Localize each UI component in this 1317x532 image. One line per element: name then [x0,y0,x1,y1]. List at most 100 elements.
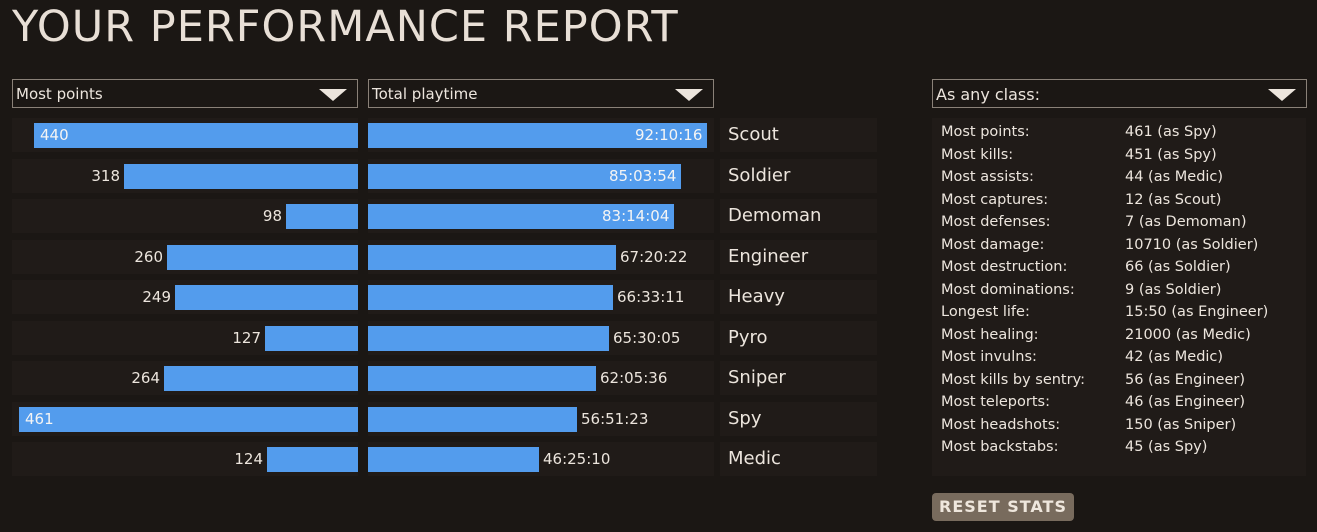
class-name-cell: Scout [720,118,877,152]
class-row: 260 67:20:22 Engineer [12,239,877,274]
stat-row: Most kills: 451 (as Spy) [941,147,1301,169]
stat-row: Most points: 461 (as Spy) [941,124,1301,146]
points-cell: 318 [12,158,358,193]
playtime-bar [368,325,609,351]
points-cell: 461 [12,401,358,436]
points-bar [167,244,358,270]
points-bar [124,163,358,189]
points-cell: 440 [12,118,358,152]
playtime-cell: 66:33:11 [368,280,714,314]
chevron-down-icon [1268,89,1296,101]
playtime-value: 66:33:11 [617,288,685,306]
class-name-cell: Demoman [720,199,877,233]
class-row: 264 62:05:36 Sniper [12,361,877,395]
best-stats-panel: Most points: 461 (as Spy) Most kills: 451 (… [932,118,1306,476]
playtime-metric-dropdown-label: Total playtime [372,85,478,103]
points-value: 124 [234,450,263,468]
playtime-value: 46:25:10 [543,450,611,468]
class-name-cell: Pyro [720,320,877,355]
stat-label: Most teleports: [941,394,1050,410]
points-value: 440 [40,126,69,144]
points-metric-dropdown-label: Most points [16,85,103,103]
class-name: Engineer [728,245,809,267]
stat-row: Longest life: 15:50 (as Engineer) [941,304,1301,326]
playtime-metric-dropdown[interactable]: Total playtime [368,79,714,108]
points-value: 461 [25,409,54,428]
points-cell: 264 [12,361,358,395]
class-name: Heavy [728,286,785,307]
stat-row: Most kills by sentry: 56 (as Engineer) [941,372,1301,394]
stat-row: Most invulns: 42 (as Medic) [941,349,1301,371]
points-metric-dropdown[interactable]: Most points [12,79,358,108]
stat-label: Most assists: [941,169,1034,185]
class-row: 440 92:10:16 Scout [12,118,877,152]
chevron-down-icon [319,89,347,101]
playtime-cell: 92:10:16 [368,118,714,152]
points-bar [19,406,358,432]
stat-value: 10710 (as Soldier) [1125,236,1259,253]
points-cell: 260 [12,239,358,274]
points-value: 249 [142,288,171,306]
points-cell: 124 [12,442,358,476]
playtime-bar [368,447,539,472]
reset-stats-button[interactable]: RESET STATS [932,493,1074,521]
stat-value: 56 (as Engineer) [1125,371,1246,388]
class-name: Sniper [728,367,786,388]
class-row: 318 85:03:54 Soldier [12,158,877,193]
stat-row: Most captures: 12 (as Scout) [941,192,1301,214]
stat-label: Most headshots: [941,416,1061,433]
stat-value: 42 (as Medic) [1125,349,1224,365]
stat-value: 7 (as Demoman) [1125,214,1247,230]
stat-value: 44 (as Medic) [1125,169,1224,185]
stat-value: 12 (as Scout) [1125,191,1222,208]
points-cell: 127 [12,320,358,355]
class-name-cell: Spy [720,401,877,436]
playtime-cell: 65:30:05 [368,320,714,355]
playtime-bar [368,285,613,310]
stat-label: Most invulns: [941,349,1037,365]
stat-row: Most assists: 44 (as Medic) [941,169,1301,191]
playtime-bar [368,406,577,432]
stat-value: 461 (as Spy) [1125,124,1217,140]
playtime-bar [368,366,596,391]
points-value: 318 [91,166,120,185]
playtime-bar [368,244,616,270]
class-name: Scout [728,124,779,145]
stat-value: 45 (as Spy) [1125,439,1208,455]
chevron-down-icon [675,89,703,101]
playtime-bar [368,163,681,189]
playtime-cell: 67:20:22 [368,239,714,274]
playtime-value: 85:03:54 [609,166,677,185]
points-cell: 98 [12,199,358,233]
playtime-bar [368,123,707,148]
stat-value: 150 (as Sniper) [1125,416,1237,433]
points-bar [265,325,358,351]
points-value: 127 [232,328,261,347]
class-filter-dropdown[interactable]: As any class: [932,79,1307,108]
class-name: Medic [728,448,781,469]
class-row: 124 46:25:10 Medic [12,442,877,476]
points-cell: 249 [12,280,358,314]
stat-label: Most dominations: [941,281,1075,298]
points-value: 260 [134,247,163,266]
playtime-value: 67:20:22 [620,247,688,266]
stat-row: Most healing: 21000 (as Medic) [941,327,1301,349]
class-name: Pyro [728,326,768,348]
class-name-cell: Heavy [720,280,877,314]
stat-value: 9 (as Soldier) [1125,281,1222,298]
points-bar [34,123,358,148]
stat-label: Longest life: [941,304,1030,320]
class-name-cell: Sniper [720,361,877,395]
class-name-cell: Engineer [720,239,877,274]
stat-label: Most destruction: [941,259,1068,275]
points-bar [286,204,358,229]
stat-label: Most damage: [941,236,1045,253]
stat-value: 66 (as Soldier) [1125,259,1231,275]
class-name-cell: Soldier [720,158,877,193]
stat-value: 451 (as Spy) [1125,146,1217,163]
points-value: 264 [131,369,160,387]
class-name-cell: Medic [720,442,877,476]
playtime-cell: 46:25:10 [368,442,714,476]
points-bar [267,447,358,472]
